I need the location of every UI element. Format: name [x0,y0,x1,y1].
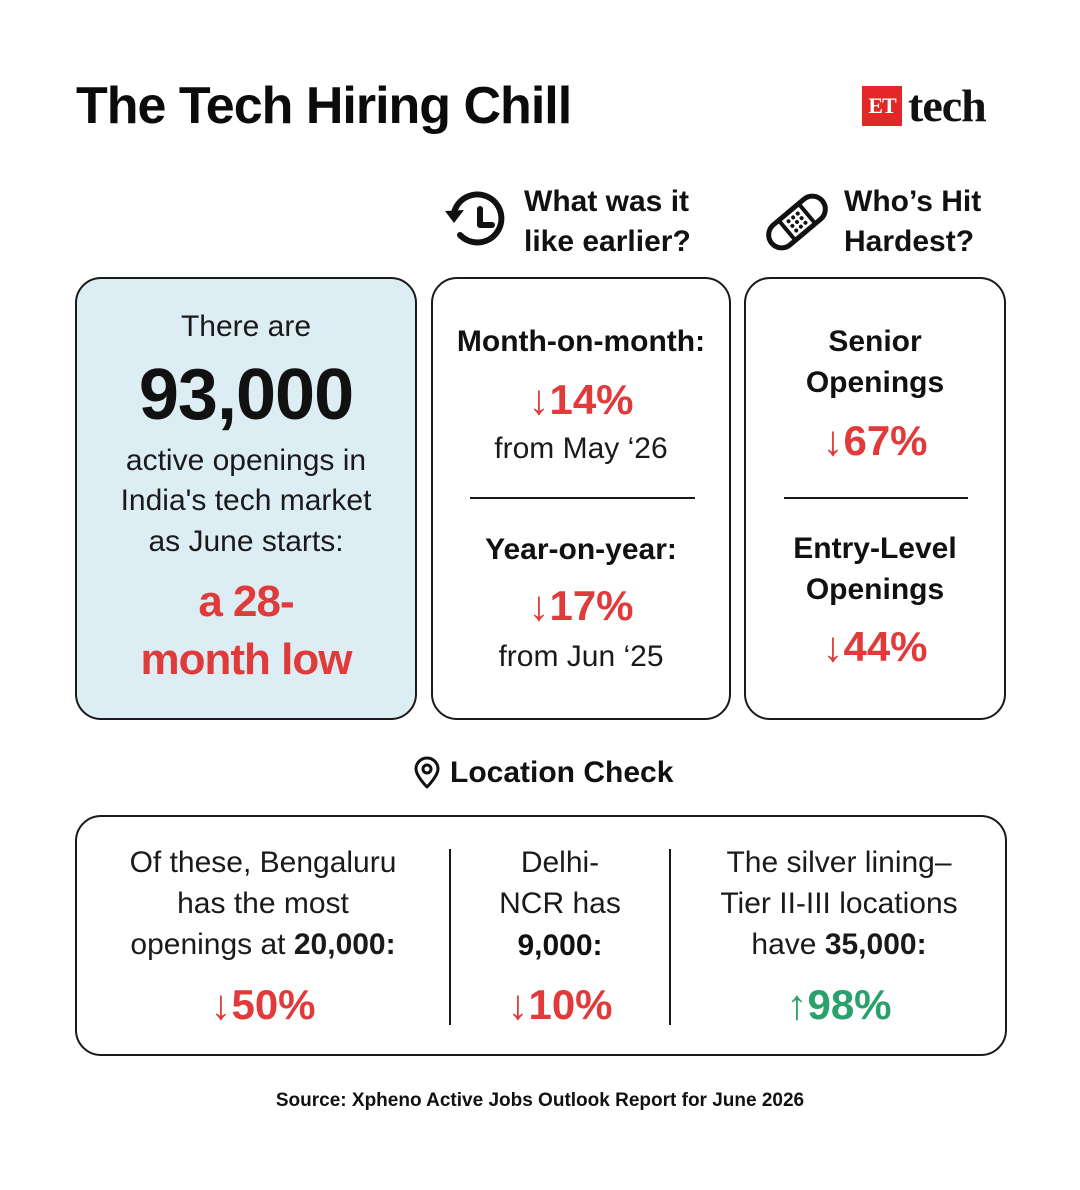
bengaluru-value: ↓50% [210,981,316,1028]
summary-highlight-1: a 28- [198,577,294,626]
earlier-heading-line1: What was it [524,185,690,218]
et-tech-logo: ET tech [862,80,987,131]
bengaluru-line-3: openings at 20,000: [77,925,449,965]
mom-label: Month-on-month: [456,325,706,358]
yoy-value: ↓17% [528,582,634,629]
tier-line-1: The silver lining– [726,846,952,879]
tier-value: ↑98% [786,981,892,1028]
bengaluru-line-3-text: openings at [130,928,294,961]
location-divider-2 [669,849,671,1025]
yoy-from: from Jun ‘25 [498,640,664,673]
tier-count: 35,000: [824,928,927,961]
hit-divider [784,497,968,499]
entry-label-2: Openings [805,573,945,606]
summary-card: There are 93,000 active openings in Indi… [75,277,417,720]
tier-line-3-text: have [751,928,825,961]
delhi-section: Delhi- NCR has 9,000: ↓10% [451,817,669,1054]
mom-from: from May ‘26 [494,432,668,465]
senior-label-1: Senior [828,325,922,358]
delhi-count: 9,000: [517,929,603,962]
earlier-heading: What was it like earlier? [442,182,691,262]
source-note: Source: Xpheno Active Jobs Outlook Repor… [275,1090,805,1111]
logo-word: tech [908,80,987,131]
page-title: The Tech Hiring Chill [76,77,572,135]
location-heading: Location Check [412,756,673,790]
hit-hardest-heading-text: Who’s Hit Hardest? [844,182,981,262]
hit-heading-line2: Hardest? [844,225,975,258]
mom-value: ↓14% [528,376,634,423]
bengaluru-section: Of these, Bengaluru has the most opening… [77,817,449,1054]
yoy-label: Year-on-year: [485,533,677,566]
summary-line-3: India's tech market [120,484,372,517]
tier-line-2: Tier II-III locations [720,887,958,920]
logo-badge: ET [862,86,902,126]
location-heading-text: Location Check [450,756,674,789]
delhi-line-1: Delhi- [520,846,600,879]
summary-line-2: active openings in [125,444,367,477]
tier-line-3: have 35,000: [671,925,1007,965]
history-clock-icon [445,191,505,246]
location-pin-icon [414,756,440,789]
senior-label-2: Openings [805,366,945,399]
entry-label-1: Entry-Level [793,532,957,565]
delhi-line-2: NCR has [499,887,621,920]
earlier-divider [470,497,695,499]
openings-count: 93,000 [138,355,354,435]
bengaluru-line-2: has the most [177,887,349,920]
bengaluru-count: 20,000: [293,928,396,961]
earlier-heading-text: What was it like earlier? [524,182,691,262]
hit-heading-line1: Who’s Hit [844,185,982,218]
hit-hardest-heading: Who’s Hit Hardest? [762,182,981,262]
location-card: Of these, Bengaluru has the most opening… [75,815,1007,1056]
bengaluru-line-1: Of these, Bengaluru [129,846,397,879]
summary-intro: There are [180,310,312,343]
entry-value: ↓44% [822,623,928,670]
summary-highlight-2: month low [140,635,353,684]
tier-section: The silver lining– Tier II-III locations… [671,817,1007,1054]
senior-value: ↓67% [822,417,928,464]
summary-line-4: as June starts: [148,525,344,558]
bandage-icon [766,193,828,251]
location-divider-1 [449,849,451,1025]
earlier-heading-line2: like earlier? [524,225,691,258]
delhi-value: ↓10% [507,981,613,1028]
hit-hardest-card: Senior Openings ↓67% Entry-Level Opening… [744,277,1006,720]
earlier-card: Month-on-month: ↓14% from May ‘26 Year-o… [431,277,731,720]
